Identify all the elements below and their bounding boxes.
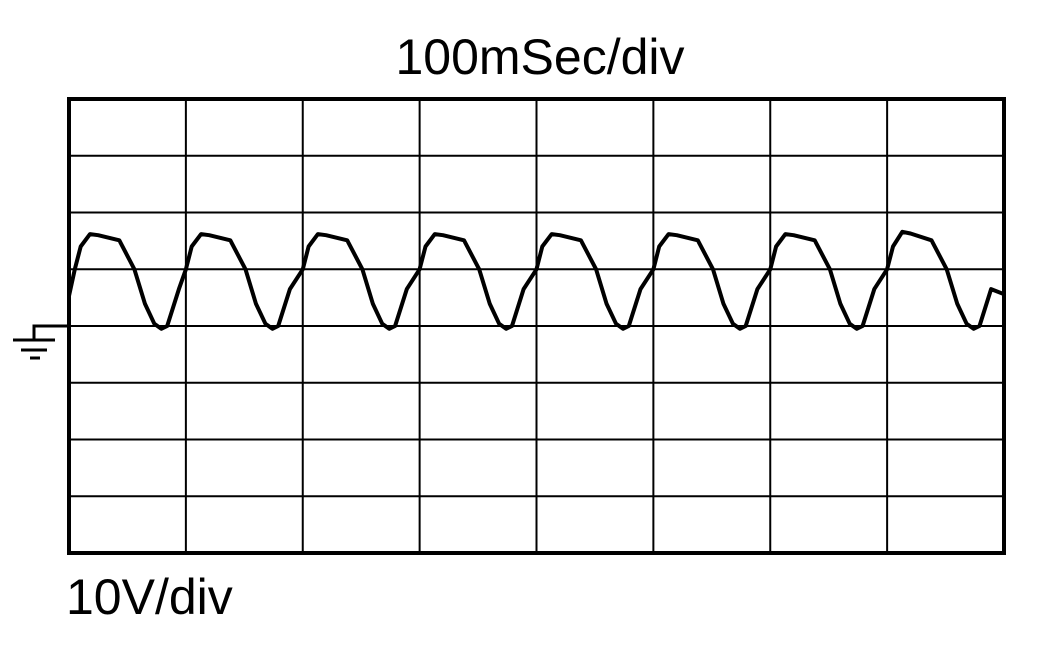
- chart-title: 100mSec/div: [395, 29, 685, 85]
- ground-icon: [13, 324, 69, 360]
- y-scale-label: 10V/div: [66, 569, 233, 625]
- waveform-trace: [67, 229, 1005, 331]
